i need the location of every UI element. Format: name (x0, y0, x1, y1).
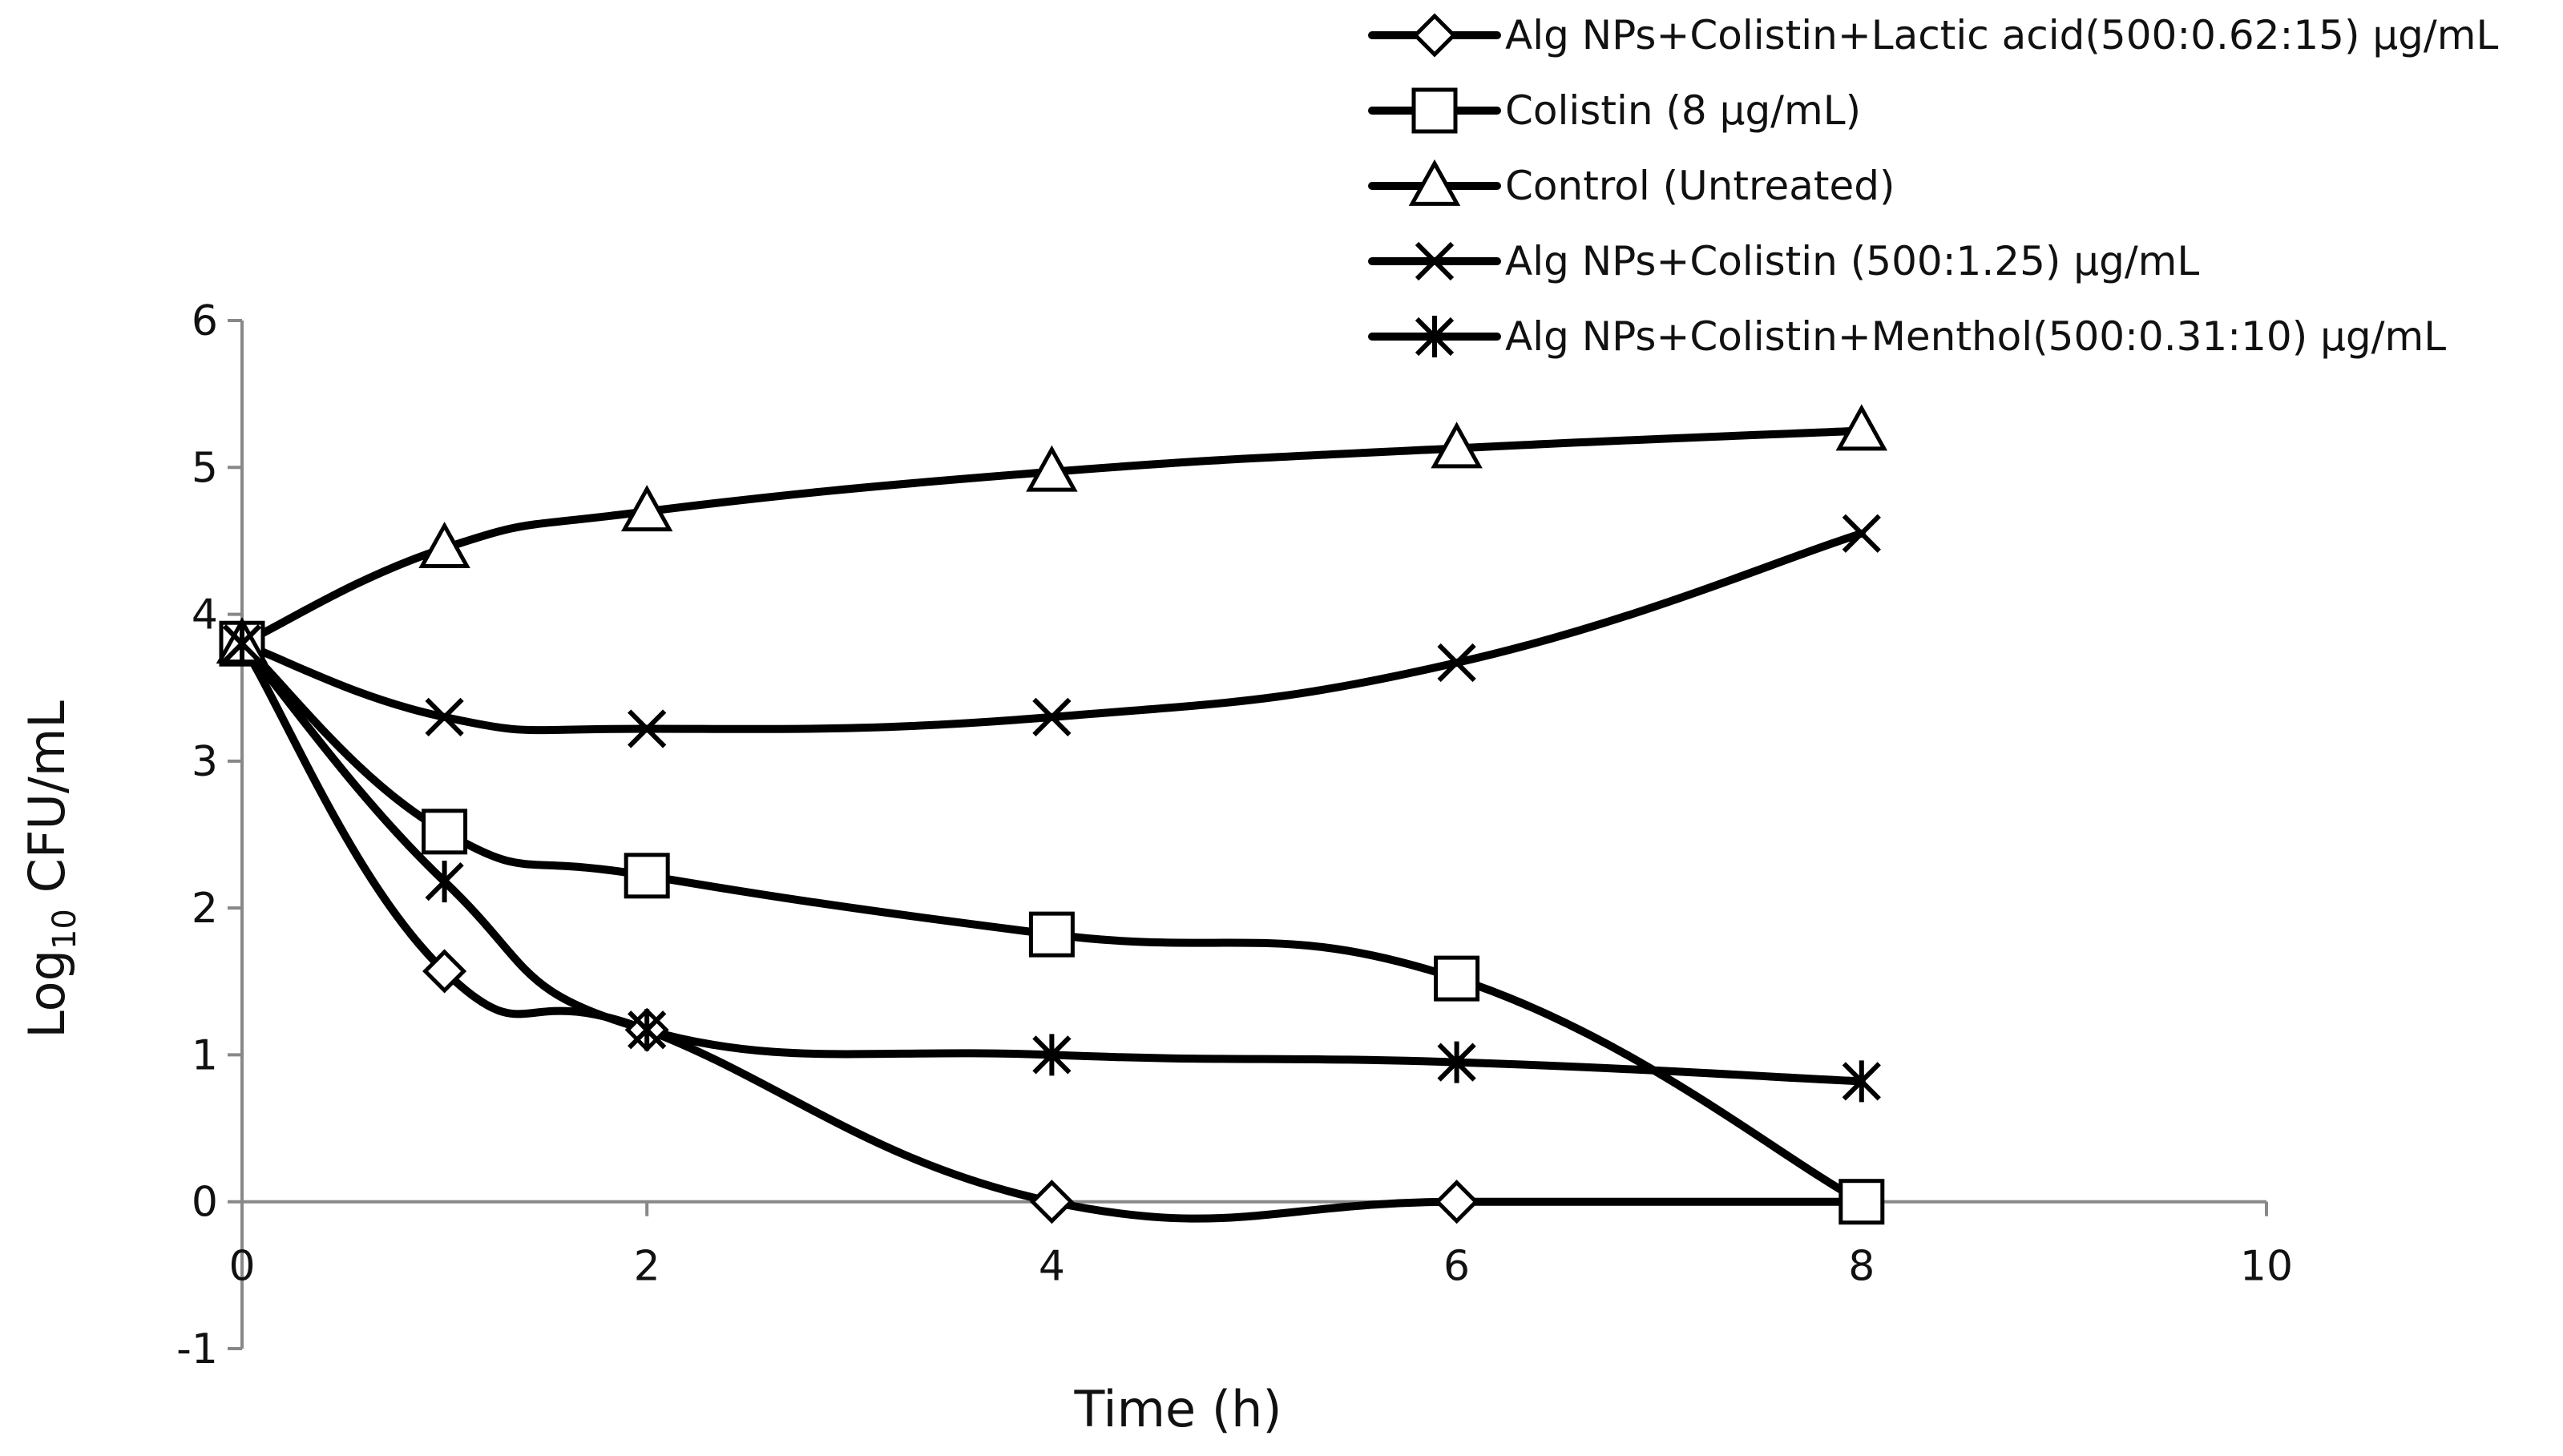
data-point-triangle (1026, 445, 1078, 492)
legend-marker-diamond (1412, 13, 1457, 58)
data-point-star (222, 623, 262, 665)
legend: Alg NPs+Colistin+Lactic acid(500:0.62:15… (1368, 12, 2498, 360)
y-tick-label: 6 (192, 297, 218, 345)
data-point-square (624, 853, 670, 899)
y-axis-title-main: Log (18, 950, 76, 1039)
y-tick-label: 3 (192, 738, 218, 786)
data-point-square (422, 809, 468, 855)
y-tick-label: 1 (192, 1031, 218, 1079)
legend-marker-square (1411, 87, 1458, 134)
legend-item: Alg NPs+Colistin+Lactic acid(500:0.62:15… (1368, 12, 2498, 58)
data-point-triangle (620, 485, 673, 532)
data-point-triangle (418, 521, 470, 568)
x-tick-label: 0 (228, 1243, 255, 1291)
legend-marker-x (1415, 241, 1455, 281)
data-point-star (1437, 1041, 1476, 1083)
legend-marker-star (1415, 316, 1455, 357)
data-point-x (628, 709, 667, 748)
data-point-square (1434, 955, 1480, 1002)
x-tick-label: 10 (2240, 1243, 2293, 1291)
legend-label: Alg NPs+Colistin (500:1.25) µg/mL (1505, 238, 2199, 284)
series-layer (216, 404, 1888, 1225)
data-point-diamond (1435, 1180, 1479, 1224)
x-tick-label: 8 (1848, 1243, 1875, 1291)
data-point-diamond (1029, 1180, 1074, 1224)
data-point-star (628, 1009, 667, 1051)
data-point-x (425, 697, 464, 736)
data-point-star (1032, 1034, 1072, 1076)
legend-item: Colistin (8 µg/mL) (1368, 87, 1861, 134)
series-line-x (238, 529, 1866, 735)
y-tick-label: -1 (176, 1325, 218, 1373)
y-tick-label: 5 (192, 444, 218, 492)
y-axis-title-rest: CFU/mL (18, 700, 76, 909)
data-point-star (425, 861, 464, 903)
data-point-diamond (422, 949, 467, 994)
y-axis-title: Log10 CFU/mL (18, 700, 83, 1039)
x-tick-label: 6 (1443, 1243, 1470, 1291)
data-point-x (1437, 643, 1476, 683)
series-line-diamond (238, 639, 1866, 1223)
legend-item: Alg NPs+Colistin+Menthol(500:0.31:10) µg… (1368, 313, 2446, 360)
y-tick-label: 0 (192, 1179, 218, 1227)
data-point-triangle (1835, 404, 1888, 451)
legend-label: Control (Untreated) (1505, 163, 1895, 209)
data-point-triangle (1431, 421, 1483, 469)
x-tick-label: 4 (1039, 1243, 1065, 1291)
legend-item: Control (Untreated) (1368, 159, 1895, 209)
legend-marker-triangle (1408, 159, 1461, 206)
legend-label: Colistin (8 µg/mL) (1505, 87, 1861, 134)
data-point-square (1838, 1179, 1885, 1225)
x-axis-title: Time (h) (1073, 1380, 1282, 1438)
y-tick-label: 4 (192, 591, 218, 639)
legend-label: Alg NPs+Colistin+Menthol(500:0.31:10) µg… (1505, 313, 2446, 360)
series-line-star (238, 639, 1866, 1086)
data-point-x (1842, 514, 1881, 553)
data-point-square (1028, 911, 1075, 958)
data-point-star (1842, 1060, 1881, 1103)
data-point-x (1032, 697, 1072, 736)
y-axis-title-subscript: 10 (46, 909, 83, 950)
legend-item: Alg NPs+Colistin (500:1.25) µg/mL (1368, 238, 2199, 284)
legend-label: Alg NPs+Colistin+Lactic acid(500:0.62:15… (1505, 12, 2498, 58)
x-tick-label: 2 (634, 1243, 660, 1291)
y-tick-label: 2 (192, 885, 218, 933)
